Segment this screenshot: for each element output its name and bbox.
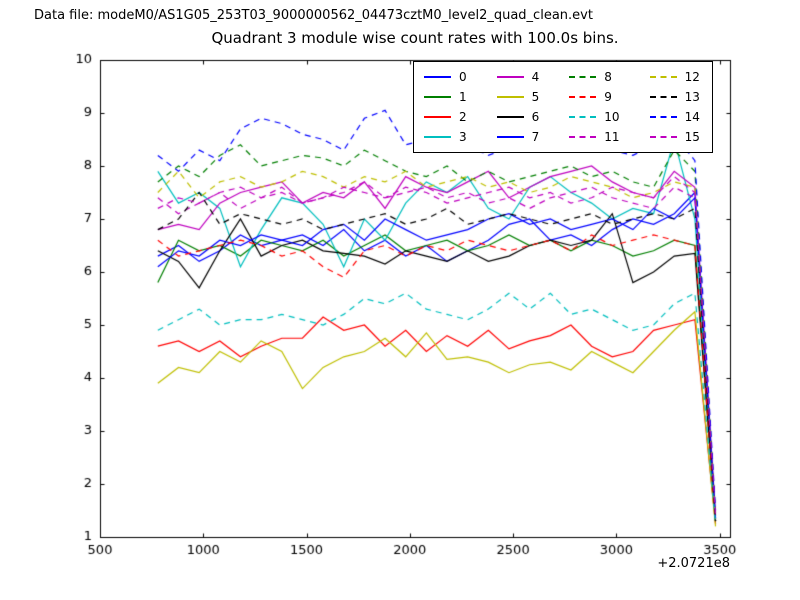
legend-line-sample — [424, 96, 451, 98]
legend-item: 13 — [649, 87, 700, 107]
legend-item: 14 — [649, 107, 700, 127]
legend-label: 2 — [459, 110, 467, 124]
legend-item: 0 — [424, 67, 467, 87]
legend-label: 9 — [604, 90, 612, 104]
data-file-label: Data file: modeM0/AS1G05_253T03_90000005… — [34, 8, 593, 23]
legend-label: 3 — [459, 130, 467, 144]
legend-item: 10 — [569, 107, 620, 127]
legend-item: 9 — [569, 87, 619, 107]
chart-title: Quadrant 3 module wise count rates with … — [211, 29, 619, 47]
legend-line-sample — [496, 136, 524, 138]
legend-line-sample — [424, 116, 451, 118]
legend-item: 3 — [424, 127, 467, 147]
legend-line-sample — [649, 136, 677, 138]
legend-item: 4 — [496, 67, 540, 87]
legend-item: 11 — [569, 127, 620, 147]
legend-label: 15 — [684, 130, 700, 144]
legend-line-sample — [496, 96, 524, 98]
x-axis-offset-label: +2.0721e8 — [657, 556, 730, 571]
legend-label: 1 — [459, 90, 467, 104]
legend-label: 0 — [459, 70, 467, 84]
legend-label: 8 — [604, 70, 612, 84]
legend-line-sample — [569, 96, 597, 98]
legend-label: 10 — [604, 110, 620, 124]
legend-label: 14 — [684, 110, 700, 124]
legend-line-sample — [569, 116, 597, 118]
legend-label: 13 — [684, 90, 700, 104]
legend-item: 2 — [424, 107, 467, 127]
legend: 0 1 2 3 4 5 6 7 8 9 10 11 12 13 14 15 — [413, 61, 713, 153]
legend-label: 4 — [531, 70, 540, 84]
legend-line-sample — [496, 76, 524, 78]
legend-line-sample — [649, 116, 677, 118]
legend-line-sample — [569, 76, 597, 78]
legend-line-sample — [424, 136, 451, 138]
legend-line-sample — [649, 96, 677, 98]
legend-item: 8 — [569, 67, 619, 87]
legend-item: 1 — [424, 87, 467, 107]
legend-item: 7 — [496, 127, 540, 147]
legend-line-sample — [496, 116, 524, 118]
legend-item: 5 — [496, 87, 540, 107]
legend-line-sample — [569, 136, 597, 138]
legend-label: 6 — [531, 110, 540, 124]
legend-item: 12 — [649, 67, 700, 87]
legend-line-sample — [649, 76, 677, 78]
legend-label: 12 — [684, 70, 700, 84]
legend-item: 15 — [649, 127, 700, 147]
legend-line-sample — [424, 76, 451, 78]
legend-label: 7 — [531, 130, 540, 144]
legend-label: 11 — [604, 130, 620, 144]
legend-item: 6 — [496, 107, 540, 127]
legend-label: 5 — [531, 90, 540, 104]
